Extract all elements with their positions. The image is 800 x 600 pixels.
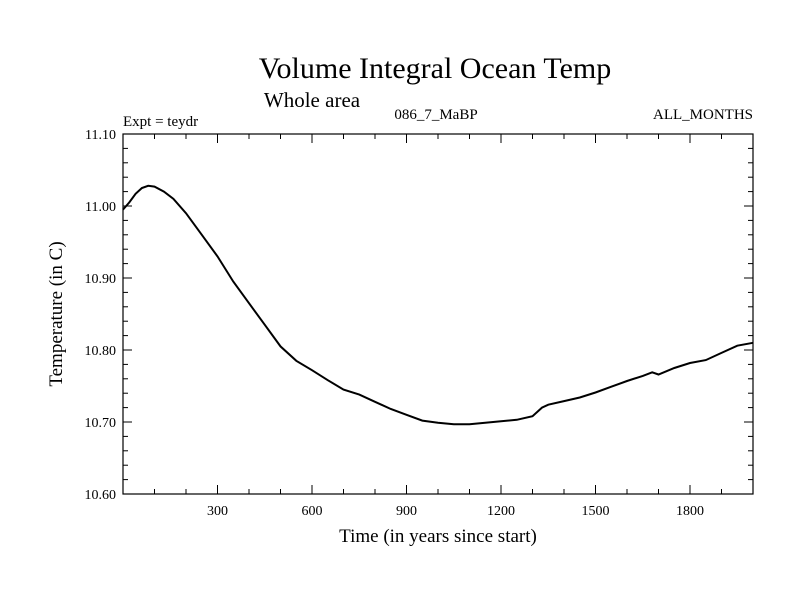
x-tick-label: 1200 — [487, 504, 515, 519]
y-tick-label: 10.60 — [85, 488, 117, 503]
y-tick-label: 10.80 — [85, 344, 117, 359]
axis-ticks: 300 600 900 1200 1500 1800 10.60 10.70 10.80 10.9… — [85, 128, 753, 519]
plot-frame — [122, 133, 754, 495]
x-axis-label: Time (in years since start) — [339, 526, 537, 547]
y-tick-label: 10.70 — [85, 416, 117, 431]
x-tick-label: 900 — [396, 504, 417, 519]
months-label: ALL_MONTHS — [653, 107, 753, 123]
x-tick-label: 300 — [207, 504, 228, 519]
y-tick-label: 11.10 — [85, 128, 116, 143]
series-line-teydr — [122, 184, 754, 426]
x-tick-label: 1500 — [582, 504, 610, 519]
y-tick-label: 10.90 — [85, 272, 117, 287]
x-tick-label: 600 — [302, 504, 323, 519]
chart-title: Volume Integral Ocean Temp — [259, 52, 612, 85]
x-tick-label: 1800 — [676, 504, 704, 519]
y-tick-label: 11.00 — [85, 200, 116, 215]
y-axis-label: Temperature (in C) — [46, 241, 67, 386]
chart-subtitle: Whole area — [264, 88, 361, 112]
experiment-label: Expt = teydr — [123, 114, 198, 130]
run-label: 086_7_MaBP — [394, 107, 477, 123]
